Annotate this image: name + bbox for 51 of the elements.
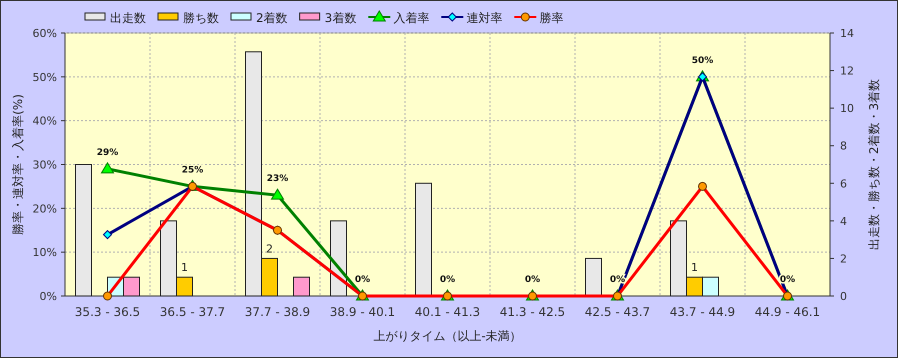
data-label: 1 <box>181 261 188 274</box>
x-tick-label: 43.7 - 44.9 <box>670 305 736 319</box>
x-tick-label: 40.1 - 41.3 <box>414 305 480 319</box>
point <box>103 230 112 240</box>
data-label: 0% <box>524 275 540 285</box>
y2-tick-label: 0 <box>840 290 847 303</box>
legend-label: 2着数 <box>256 11 288 25</box>
legend-label: 入着率 <box>393 11 430 25</box>
bar <box>585 258 602 296</box>
y2-tick-label: 8 <box>840 140 847 153</box>
x-tick-label: 41.3 - 42.5 <box>500 305 566 319</box>
x-axis-title: 上がりタイム（以上-未満） <box>373 329 522 343</box>
x-tick-label: 38.9 - 40.1 <box>330 305 396 319</box>
point <box>271 188 284 200</box>
y-tick-label: 10% <box>32 246 57 260</box>
point <box>101 162 114 174</box>
y-tick-label: 50% <box>32 70 57 84</box>
bar <box>293 276 310 296</box>
legend-label: 出走数 <box>110 11 146 25</box>
data-label: 25% <box>182 165 204 176</box>
y-tick-label: 40% <box>32 114 57 128</box>
y-tick-label: 20% <box>32 202 57 216</box>
legend-label: 連対率 <box>466 11 502 25</box>
y2-tick-label: 2 <box>840 252 847 266</box>
data-label: 50% <box>692 56 714 66</box>
y2-tick-label: 10 <box>840 102 854 116</box>
x-tick-label: 44.9 - 46.1 <box>754 305 820 319</box>
y-axis-title: 勝率・連対率・入着率(%) <box>11 94 25 235</box>
x-tick-label: 42.5 - 43.7 <box>584 305 650 319</box>
x-tick-label: 37.7 - 38.9 <box>244 305 310 319</box>
x-tick-label: 35.3 - 36.5 <box>74 305 140 319</box>
legend-label: 勝率 <box>539 11 564 25</box>
data-label: 0% <box>354 275 370 285</box>
x-tick-label: 36.5 - 37.7 <box>160 305 226 319</box>
y2-axis-title: 出走数・勝ち数・2着数・3着数 <box>867 78 881 250</box>
y-tick-label: 30% <box>32 158 57 172</box>
y-tick-label: 0% <box>40 290 57 303</box>
data-label: 2 <box>266 242 273 256</box>
y2-tick-label: 12 <box>840 64 854 78</box>
data-label: 0% <box>440 275 456 285</box>
bar <box>415 182 432 296</box>
bar <box>75 164 92 296</box>
legend-label: 3着数 <box>324 11 356 25</box>
y2-tick-label: 4 <box>840 214 847 228</box>
data-label: 23% <box>266 174 288 184</box>
y2-tick-label: 6 <box>840 177 847 190</box>
legend-label: 勝ち数 <box>183 11 219 25</box>
data-label: 1 <box>691 261 698 274</box>
data-label: 29% <box>96 148 118 158</box>
y2-tick-label: 14 <box>840 27 854 40</box>
y-tick-label: 60% <box>32 27 57 40</box>
